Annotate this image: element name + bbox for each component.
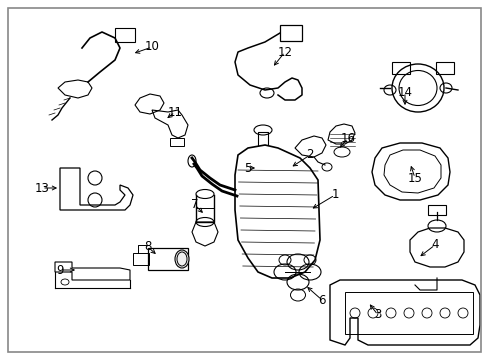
Text: 11: 11 bbox=[167, 105, 182, 118]
Text: 14: 14 bbox=[397, 85, 412, 99]
Text: 3: 3 bbox=[373, 309, 381, 321]
Bar bbox=[133, 253, 149, 265]
Bar bbox=[170, 138, 183, 146]
Bar bbox=[115, 28, 135, 42]
Text: 4: 4 bbox=[430, 238, 438, 252]
Text: 8: 8 bbox=[144, 240, 151, 253]
Text: 15: 15 bbox=[407, 171, 422, 184]
Bar bbox=[391, 62, 409, 74]
Text: 9: 9 bbox=[56, 264, 63, 276]
Text: 12: 12 bbox=[277, 45, 292, 58]
Text: 13: 13 bbox=[35, 181, 49, 194]
Text: 1: 1 bbox=[330, 189, 338, 202]
Bar bbox=[148, 248, 187, 270]
Text: 2: 2 bbox=[305, 148, 313, 162]
Bar bbox=[435, 62, 453, 74]
Ellipse shape bbox=[175, 250, 189, 268]
Bar bbox=[345, 292, 472, 334]
Text: 5: 5 bbox=[244, 162, 251, 175]
Text: 10: 10 bbox=[144, 40, 159, 54]
Bar bbox=[280, 25, 302, 41]
Bar bbox=[427, 205, 445, 215]
Text: 7: 7 bbox=[191, 198, 198, 211]
Text: 6: 6 bbox=[318, 293, 325, 306]
Text: 16: 16 bbox=[340, 131, 355, 144]
